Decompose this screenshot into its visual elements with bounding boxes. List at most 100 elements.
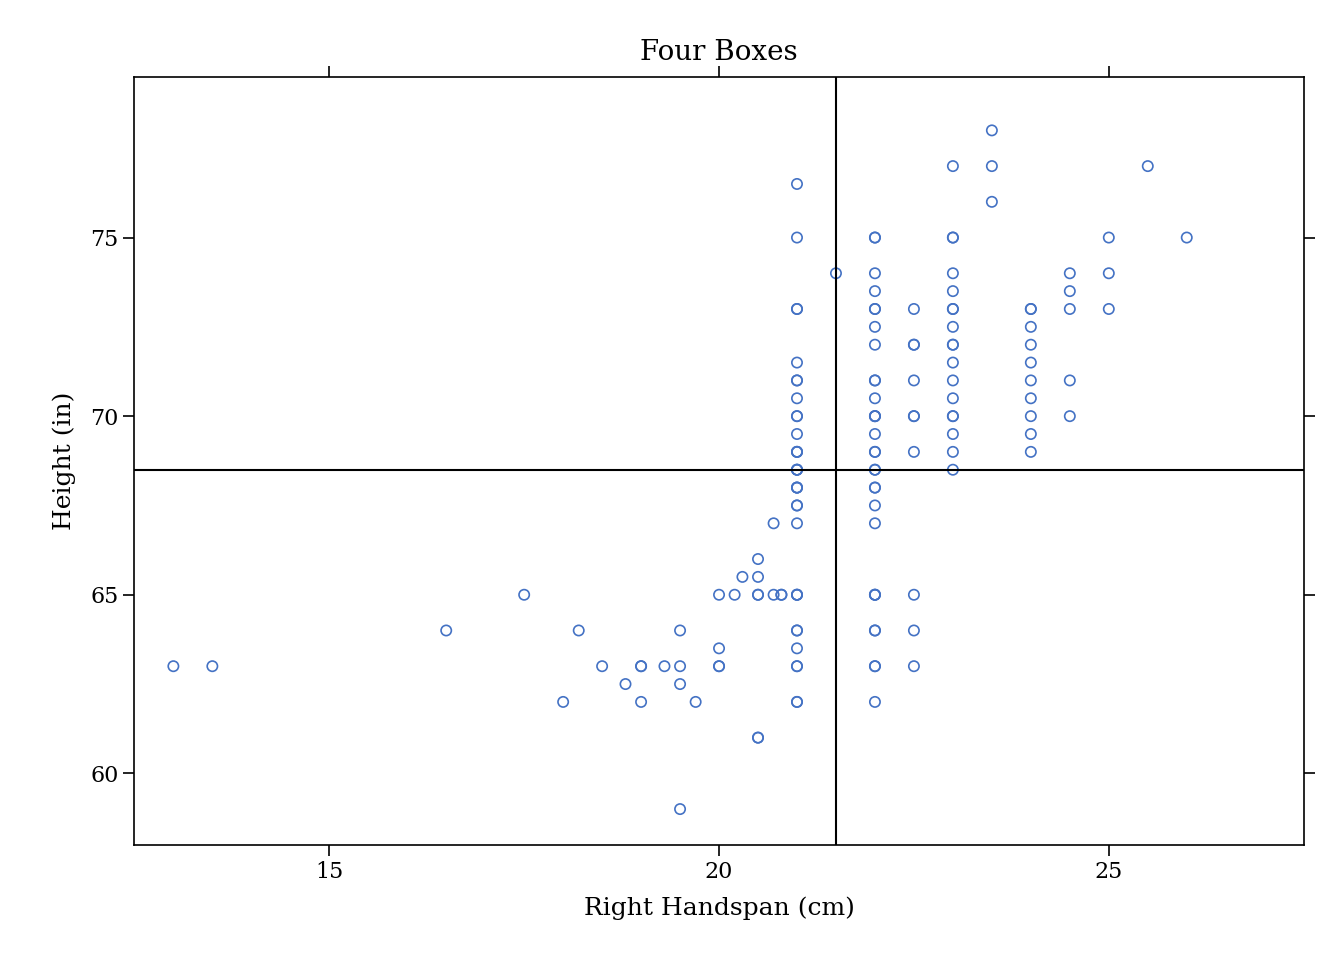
Point <box>591 659 613 674</box>
Point <box>942 229 964 245</box>
Point <box>669 677 691 692</box>
Point <box>747 551 769 566</box>
Point <box>786 659 808 674</box>
Point <box>864 588 886 603</box>
Point <box>864 266 886 281</box>
Point <box>864 391 886 406</box>
Point <box>864 623 886 638</box>
Point <box>903 301 925 317</box>
Point <box>614 677 636 692</box>
Point <box>763 516 785 531</box>
Point <box>942 444 964 460</box>
Point <box>942 337 964 352</box>
Point <box>864 462 886 477</box>
Point <box>630 659 652 674</box>
X-axis label: Right Handspan (cm): Right Handspan (cm) <box>583 897 855 921</box>
Point <box>1020 444 1042 460</box>
Point <box>1059 301 1081 317</box>
Point <box>864 229 886 245</box>
Point <box>864 480 886 495</box>
Point <box>786 480 808 495</box>
Title: Four Boxes: Four Boxes <box>640 39 798 66</box>
Point <box>786 462 808 477</box>
Point <box>864 694 886 709</box>
Point <box>1020 391 1042 406</box>
Point <box>786 444 808 460</box>
Point <box>864 372 886 388</box>
Point <box>708 659 730 674</box>
Point <box>903 337 925 352</box>
Point <box>786 408 808 423</box>
Point <box>942 301 964 317</box>
Point <box>786 391 808 406</box>
Point <box>1176 229 1198 245</box>
Point <box>864 516 886 531</box>
Point <box>786 444 808 460</box>
Point <box>786 480 808 495</box>
Point <box>1020 319 1042 334</box>
Point <box>942 391 964 406</box>
Point <box>864 408 886 423</box>
Point <box>864 408 886 423</box>
Point <box>942 408 964 423</box>
Point <box>864 444 886 460</box>
Point <box>903 337 925 352</box>
Point <box>864 588 886 603</box>
Point <box>731 569 753 585</box>
Point <box>1059 266 1081 281</box>
Point <box>864 480 886 495</box>
Point <box>981 194 1003 209</box>
Point <box>630 659 652 674</box>
Point <box>786 229 808 245</box>
Point <box>669 623 691 638</box>
Point <box>1020 408 1042 423</box>
Point <box>435 623 457 638</box>
Point <box>786 588 808 603</box>
Point <box>747 569 769 585</box>
Point <box>1059 283 1081 299</box>
Point <box>903 372 925 388</box>
Point <box>786 498 808 514</box>
Point <box>1059 372 1081 388</box>
Point <box>685 694 707 709</box>
Point <box>942 408 964 423</box>
Point <box>864 588 886 603</box>
Point <box>786 659 808 674</box>
Point <box>864 408 886 423</box>
Point <box>1020 301 1042 317</box>
Point <box>864 372 886 388</box>
Point <box>942 426 964 442</box>
Point <box>786 462 808 477</box>
Point <box>708 588 730 603</box>
Point <box>163 659 184 674</box>
Point <box>770 588 792 603</box>
Point <box>786 408 808 423</box>
Point <box>825 266 847 281</box>
Point <box>786 301 808 317</box>
Point <box>630 694 652 709</box>
Point <box>513 588 535 603</box>
Point <box>786 444 808 460</box>
Point <box>1020 355 1042 371</box>
Point <box>942 355 964 371</box>
Point <box>552 694 574 709</box>
Point <box>763 588 785 603</box>
Point <box>981 158 1003 174</box>
Point <box>724 588 746 603</box>
Point <box>202 659 223 674</box>
Point <box>864 337 886 352</box>
Point <box>942 337 964 352</box>
Point <box>786 694 808 709</box>
Point <box>1059 408 1081 423</box>
Point <box>1098 266 1120 281</box>
Point <box>864 426 886 442</box>
Point <box>942 158 964 174</box>
Point <box>569 623 590 638</box>
Point <box>864 229 886 245</box>
Point <box>786 694 808 709</box>
Point <box>708 640 730 656</box>
Point <box>864 659 886 674</box>
Point <box>786 355 808 371</box>
Point <box>864 301 886 317</box>
Point <box>786 623 808 638</box>
